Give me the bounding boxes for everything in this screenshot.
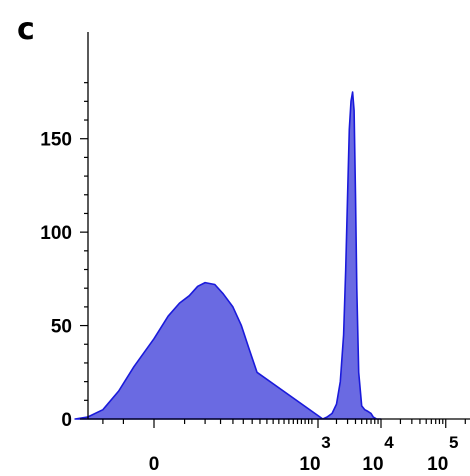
- x-tick-label: 10: [299, 454, 320, 475]
- y-tick-label: 0: [61, 410, 72, 431]
- plot-area: [74, 91, 382, 420]
- panel-label: c: [17, 12, 35, 47]
- x-tick-exponent: 5: [449, 433, 458, 452]
- x-tick-exponent: 3: [321, 433, 330, 452]
- x-tick-label: 0: [149, 454, 160, 475]
- y-tick-label: 100: [40, 223, 72, 244]
- x-tick-exponent: 4: [384, 433, 394, 452]
- histogram-area: [74, 91, 382, 420]
- y-axis: 0 50 100 150: [40, 130, 88, 431]
- y-tick-label: 150: [40, 130, 72, 151]
- x-tick-label: 10: [427, 454, 448, 475]
- y-tick-label: 50: [51, 317, 72, 338]
- x-tick-label: 10: [362, 454, 383, 475]
- minor-ticks: [84, 82, 466, 424]
